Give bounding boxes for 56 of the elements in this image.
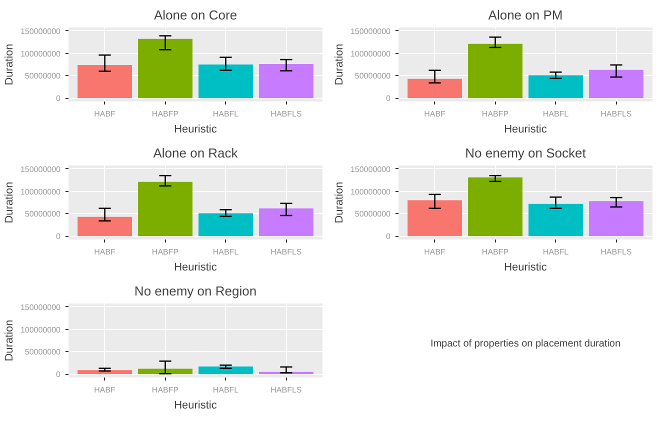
- chart-title: No enemy on Region: [134, 284, 257, 298]
- y-tick-label: 0: [56, 232, 62, 242]
- y-tick-label: 50000000: [354, 210, 392, 219]
- chart-title: Alone on Rack: [153, 146, 238, 160]
- x-tick-label: HABF: [424, 248, 446, 256]
- chart-title: No enemy on Socket: [465, 146, 586, 160]
- x-axis-title: Heuristic: [504, 124, 548, 136]
- x-tick-label: HABFLS: [270, 386, 302, 394]
- x-axis-title: Heuristic: [504, 262, 548, 274]
- y-tick-label: 150000000: [350, 164, 392, 174]
- x-tick-label: HABF: [94, 386, 116, 394]
- y-tick-label: 50000000: [24, 210, 62, 219]
- y-tick-label: 100000000: [20, 49, 62, 58]
- x-tick-label: HABFL: [212, 248, 240, 256]
- x-tick-label: HABF: [94, 248, 116, 256]
- chart-title: Alone on Core: [154, 8, 238, 22]
- y-axis-title: Duration: [333, 182, 346, 224]
- y-axis-title: Duration: [3, 320, 16, 362]
- x-tick-label: HABFL: [212, 110, 240, 118]
- y-tick-label: 0: [56, 94, 62, 104]
- y-tick-label: 100000000: [350, 49, 392, 58]
- y-axis-title: Duration: [333, 44, 346, 86]
- y-tick-label: 150000000: [20, 164, 62, 174]
- x-tick-label: HABFL: [542, 248, 570, 256]
- x-tick-label: HABFLS: [270, 110, 302, 118]
- x-axis-title: Heuristic: [174, 124, 218, 136]
- y-tick-label: 0: [56, 370, 62, 380]
- y-axis-title: Duration: [3, 182, 16, 224]
- y-tick-label: 50000000: [24, 348, 62, 357]
- y-tick-label: 100000000: [350, 187, 392, 196]
- x-tick-label: HABFP: [482, 248, 509, 256]
- x-tick-label: HABFL: [542, 110, 570, 118]
- text: Impact of properties on placement duration: [430, 338, 621, 350]
- y-tick-label: 100000000: [20, 187, 62, 196]
- x-tick-label: HABFL: [212, 386, 240, 394]
- y-axis-title: Duration: [3, 44, 16, 86]
- x-tick-label: HABF: [94, 110, 116, 118]
- y-tick-label: 150000000: [350, 26, 392, 36]
- x-tick-label: HABFP: [152, 110, 179, 118]
- y-tick-label: 50000000: [354, 72, 392, 81]
- x-tick-label: HABFP: [482, 110, 509, 118]
- x-tick-label: HABFP: [152, 386, 179, 394]
- y-tick-label: 50000000: [24, 72, 62, 81]
- y-tick-label: 100000000: [20, 325, 62, 334]
- y-tick-label: 150000000: [20, 302, 62, 312]
- y-tick-label: 0: [386, 94, 392, 104]
- x-tick-label: HABFP: [152, 248, 179, 256]
- chart-title: Alone on PM: [488, 8, 563, 22]
- y-tick-label: 150000000: [20, 26, 62, 36]
- x-tick-label: HABF: [424, 110, 446, 118]
- x-tick-label: HABFLS: [270, 248, 302, 256]
- x-axis-title: Heuristic: [174, 400, 218, 412]
- x-axis-title: Heuristic: [174, 262, 218, 274]
- x-tick-label: HABFLS: [600, 248, 632, 256]
- y-tick-label: 0: [386, 232, 392, 242]
- x-tick-label: HABFLS: [600, 110, 632, 118]
